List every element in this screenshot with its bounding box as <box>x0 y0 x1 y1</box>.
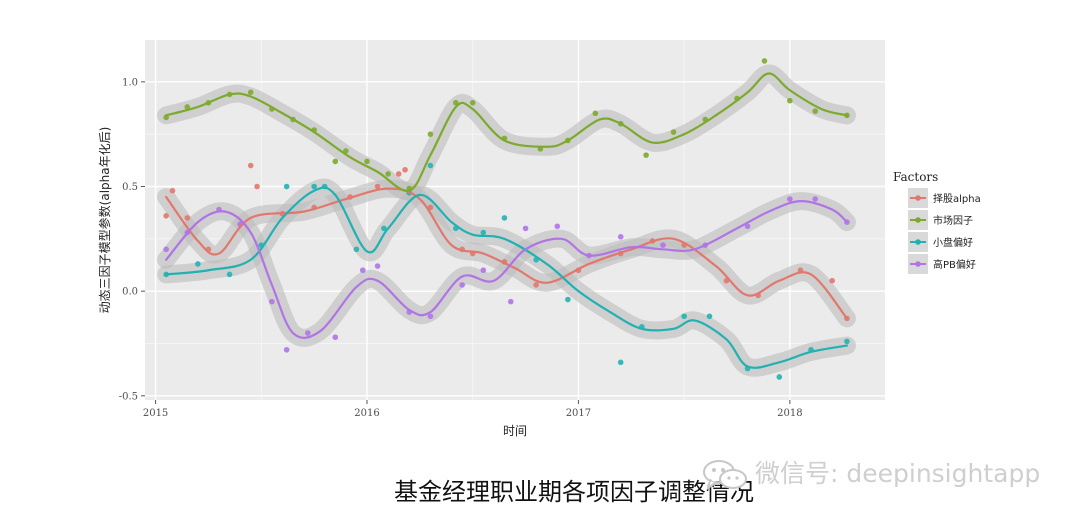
data-point <box>617 233 624 240</box>
data-point <box>195 261 201 267</box>
data-point <box>381 225 387 232</box>
data-point <box>311 183 317 190</box>
legend-label: 小盘偏好 <box>933 236 973 249</box>
data-point <box>829 277 835 284</box>
x-tick-label: 2016 <box>354 408 379 419</box>
legend-key-point <box>915 261 921 267</box>
data-point <box>395 171 402 177</box>
y-tick-label: 0.5 <box>122 182 138 193</box>
data-point <box>385 171 391 177</box>
legend-title: Factors <box>893 170 938 184</box>
data-point <box>226 271 233 278</box>
data-point <box>480 229 487 236</box>
data-point <box>812 196 819 202</box>
data-point <box>761 58 768 64</box>
data-point <box>402 166 408 173</box>
data-point <box>364 158 370 165</box>
data-point <box>681 313 687 320</box>
data-point <box>269 298 275 305</box>
data-point <box>565 296 571 303</box>
legend-key-point <box>915 195 921 201</box>
data-point <box>163 246 169 253</box>
data-point <box>459 282 465 288</box>
data-points <box>163 58 850 380</box>
data-point <box>787 196 793 202</box>
data-point <box>254 183 260 190</box>
data-point <box>184 215 191 221</box>
data-point <box>533 282 539 288</box>
data-point <box>247 162 254 169</box>
series-line <box>165 200 849 339</box>
y-tick-label: 0.0 <box>122 287 138 298</box>
smooth-lines <box>165 72 849 369</box>
data-point <box>163 213 169 219</box>
data-point <box>744 223 751 230</box>
watermark: 微信号: deepinsightapp <box>703 459 1040 491</box>
data-point <box>787 97 793 104</box>
x-tick-label: 2017 <box>566 408 591 419</box>
data-point <box>522 225 529 232</box>
data-point <box>374 263 381 269</box>
series-line <box>165 72 849 193</box>
data-point <box>812 108 819 114</box>
data-point <box>305 330 311 336</box>
data-point <box>480 267 487 274</box>
data-point <box>670 129 677 135</box>
data-point <box>353 246 360 253</box>
data-point <box>776 374 783 380</box>
series-line <box>165 186 849 369</box>
data-point <box>660 242 666 248</box>
data-point <box>427 162 434 169</box>
x-tick-label: 2015 <box>143 408 168 419</box>
data-point <box>554 223 561 230</box>
data-point <box>643 152 649 158</box>
data-point <box>169 187 176 194</box>
data-point <box>332 158 339 165</box>
wechat-icon <box>703 460 747 491</box>
legend-label: 择股alpha <box>933 192 981 205</box>
data-point <box>617 359 624 366</box>
y-tick-label: -0.5 <box>119 391 138 402</box>
data-point <box>427 204 434 211</box>
chart-caption: 基金经理职业期各项因子调整情况 <box>394 478 754 506</box>
axes: 2015 2016 2017 2018 -0.5 0.0 0.5 1.0 <box>119 77 803 419</box>
legend-label: 高PB偏好 <box>933 258 976 271</box>
legend-key-point <box>915 217 921 223</box>
data-point <box>507 298 514 305</box>
data-point <box>469 99 476 106</box>
data-point <box>283 183 290 190</box>
data-point <box>844 338 850 345</box>
y-tick-label: 1.0 <box>122 77 138 88</box>
data-point <box>184 104 191 110</box>
data-point <box>427 131 434 137</box>
series-line <box>165 187 849 320</box>
data-point <box>359 267 366 274</box>
data-point <box>247 89 254 96</box>
data-point <box>501 215 508 221</box>
data-point <box>332 334 339 341</box>
x-tick-label: 2018 <box>777 408 802 419</box>
legend-key-point <box>915 239 921 245</box>
data-point <box>592 110 599 117</box>
watermark-label: 微信号: deepinsightapp <box>755 459 1040 488</box>
data-point <box>706 313 713 320</box>
x-axis-title: 时间 <box>503 424 527 438</box>
data-point <box>374 183 381 190</box>
legend-label: 市场因子 <box>933 214 973 227</box>
data-point <box>427 313 434 320</box>
y-axis-title: 动态三因子模型参数(alpha年化后) <box>97 127 112 314</box>
data-point <box>283 346 290 353</box>
